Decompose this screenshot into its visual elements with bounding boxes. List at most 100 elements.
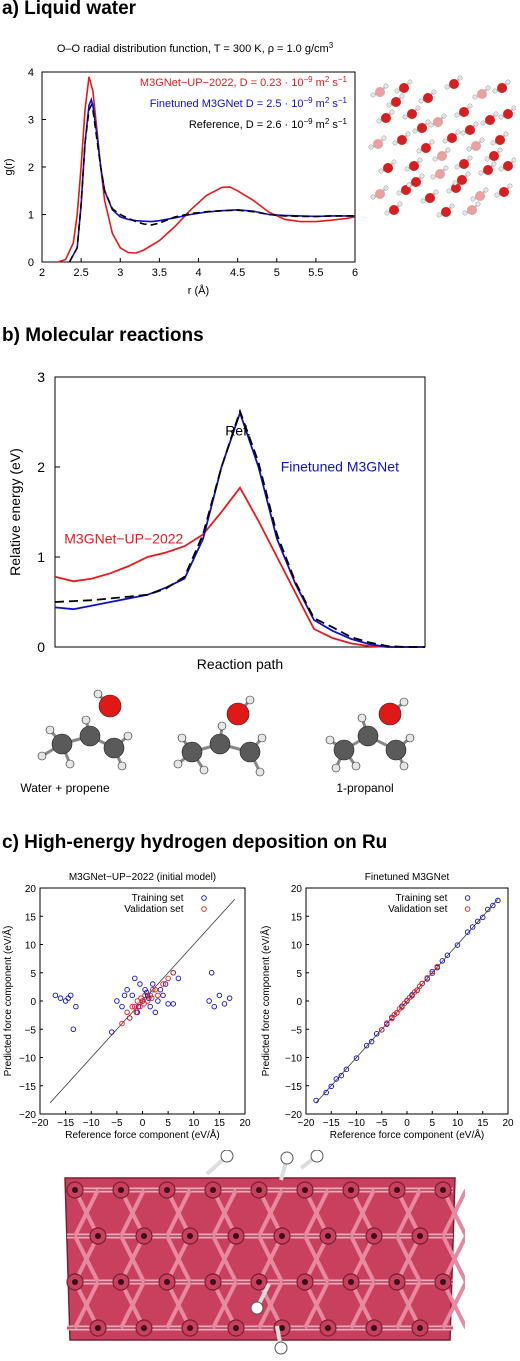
water-oxygen-atom [451,183,461,193]
hydrogen-atom [217,721,227,731]
parity-x-tick-label: −5 [111,1118,123,1129]
water-hydrogen-atom [493,111,499,117]
rdf-y-tick-label: 3 [28,115,34,127]
parity-point [62,998,69,1004]
parity-y-tick-label: 10 [291,941,303,952]
water-oxygen-atom [423,93,433,103]
ru-bond-diag [165,1189,192,1237]
carbon-atom [239,741,261,763]
water-hydrogen-atom [407,79,413,85]
parity-point [216,992,223,999]
parity-point [147,992,153,999]
parity-point [137,981,143,987]
hydrogen-atom [351,761,361,771]
water-hydrogen-atom [397,201,403,207]
water-hydrogen-atom [441,113,447,119]
ru-atom-core [325,1325,331,1331]
hydrogen-atom [255,767,265,777]
ru-atom-core [210,1187,216,1193]
parity-y-tick-label: 0 [30,997,36,1008]
water-hydrogen-atom [491,161,497,167]
ru-bond-diag [211,1281,238,1329]
parity-point [70,1026,77,1032]
rdf-series-line [57,76,356,263]
rdf-x-tick-label: 3.5 [152,267,167,279]
ru-bond-diag [441,1281,465,1329]
water-oxygen-atom [459,107,469,117]
parity-point [135,1003,142,1010]
parity-x-tick-label: 0 [140,1118,146,1129]
parity-point [147,1003,153,1010]
parity-point [133,1009,140,1016]
carbon-atom [79,725,101,747]
parity-point [434,963,441,970]
hydrogen-atom [325,735,335,745]
parity-x-tick-label: −20 [298,1118,315,1129]
hydrogen-atom [173,759,183,769]
water-hydrogen-atom [396,190,402,196]
ru-bond-diag [349,1281,376,1329]
water-hydrogen-atom [378,168,384,174]
parity-point [165,975,171,982]
parity-point [429,970,435,977]
hydrogen-atom [250,1301,264,1315]
water-oxygen-atom [411,177,421,187]
parity-x-tick-label: −10 [348,1118,365,1129]
hydrogen-atom [45,725,55,735]
water-oxygen-atom [375,87,385,97]
water-hydrogen-atom [497,147,503,153]
parity-point [67,992,74,999]
ru-bond-diag [395,1189,422,1237]
water-oxygen-atom [407,109,417,119]
water-hydrogen-atom [389,109,395,115]
reaction-curve-label: M3GNet−UP−2022 [64,531,183,547]
hydrogen-atom [310,1150,324,1163]
parity-legend-marker [464,906,471,912]
parity-point [124,986,130,993]
parity-point [454,942,461,948]
parity-point [343,1066,350,1073]
water-hydrogen-atom [507,183,513,189]
parity-point [134,998,141,1004]
ru-bond-diag [303,1281,330,1329]
water-hydrogen-atom [417,157,423,163]
water-hydrogen-atom [415,105,421,111]
parity-legend-label: Training set [132,893,184,904]
parity-point [419,980,425,987]
water-hydrogen-atom [376,118,382,124]
parity-point [464,929,471,935]
parity-point [444,952,451,958]
parity-point [143,989,150,996]
rdf-series-line [68,103,355,263]
ru-bond-diag [441,1189,465,1237]
water-hydrogen-atom [505,79,511,85]
water-hydrogen-atom [444,84,450,90]
water-oxygen-atom [425,193,435,203]
hydrogen-atom [280,1151,294,1165]
water-hydrogen-atom [492,88,498,94]
parity-point [57,995,64,1001]
rdf-x-tick-label: 4 [195,267,201,279]
water-hydrogen-atom [402,114,408,120]
panel-b-heading: b) Molecular reactions [2,325,204,346]
parity-point [208,969,215,976]
parity-point [414,987,420,994]
water-oxygen-atom [421,143,431,153]
water-oxygen-atom [467,205,477,215]
parity-diagonal [49,899,236,1103]
parity-y-tick-label: −10 [285,1054,302,1065]
parity-point [142,992,148,999]
water-hydrogen-atom [485,85,491,91]
ru-atom-core [417,1325,423,1331]
water-hydrogen-atom [511,157,516,163]
parity-y-tick-label: −10 [19,1054,36,1065]
molecule-label-left: Water + propene [20,781,110,795]
water-hydrogen-atom [405,131,411,137]
parity-point [152,1009,159,1016]
water-hydrogen-atom [433,189,439,195]
reaction-curve-label: Ref. [225,423,251,439]
parity-point [409,993,415,999]
water-oxygen-atom [383,163,393,173]
water-hydrogen-atom [490,140,496,146]
parity-y-tick-label: 10 [25,941,37,952]
